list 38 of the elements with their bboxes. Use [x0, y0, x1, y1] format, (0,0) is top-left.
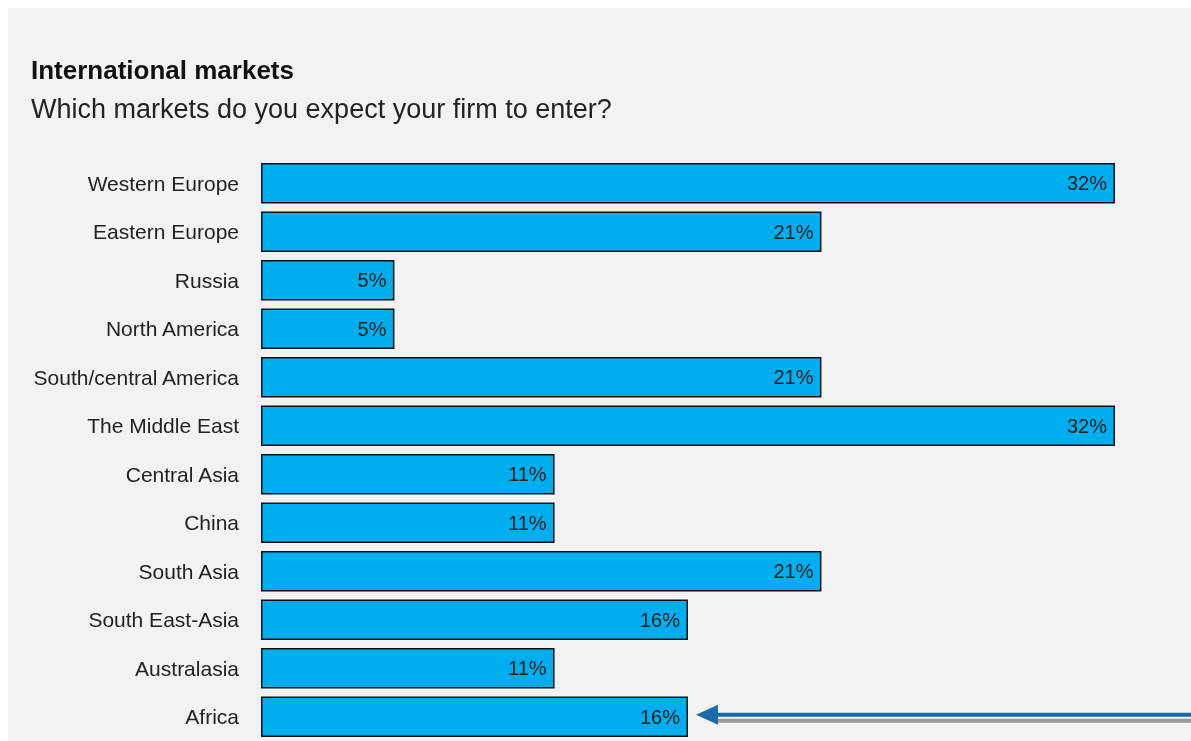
- chart-title: International markets: [31, 55, 294, 85]
- data-label: 21%: [773, 366, 814, 389]
- bar: [261, 163, 1115, 204]
- data-label: 11%: [508, 511, 547, 534]
- y-tick-label: The Middle East: [87, 414, 240, 438]
- data-label: 5%: [357, 317, 387, 340]
- y-tick-label: Australasia: [135, 656, 240, 680]
- bar: [261, 260, 395, 301]
- bar: [261, 599, 688, 640]
- bar: [261, 454, 555, 495]
- y-tick-label: South/central America: [33, 365, 240, 389]
- data-label: 16%: [639, 608, 681, 631]
- y-tick-label: Western Europe: [87, 171, 239, 195]
- data-label: 21%: [773, 560, 814, 583]
- y-tick-label: Central Asia: [125, 462, 240, 486]
- y-tick-label: China: [184, 511, 240, 535]
- data-label: 16%: [639, 705, 681, 728]
- bar: [261, 502, 555, 543]
- data-label: 11%: [508, 463, 547, 486]
- y-tick-label: Eastern Europe: [93, 220, 239, 244]
- bar: [261, 211, 822, 252]
- data-label: 32%: [1066, 414, 1108, 437]
- y-tick-label: Africa: [185, 705, 240, 729]
- bar: [261, 357, 822, 398]
- data-label: 32%: [1066, 172, 1108, 195]
- bar: [261, 308, 395, 349]
- y-tick-label: North America: [105, 317, 240, 341]
- data-label: 21%: [773, 220, 814, 243]
- data-label: 11%: [508, 657, 547, 680]
- bar: [261, 696, 688, 737]
- bar: [261, 405, 1115, 446]
- y-tick-label: South East-Asia: [88, 608, 240, 632]
- y-tick-label: South Asia: [138, 559, 240, 583]
- chart-subtitle: Which markets do you expect your firm to enter?: [31, 93, 612, 124]
- data-label: 5%: [357, 269, 387, 292]
- bar: [261, 551, 822, 592]
- y-tick-label: Russia: [174, 268, 240, 292]
- bar: [261, 648, 555, 689]
